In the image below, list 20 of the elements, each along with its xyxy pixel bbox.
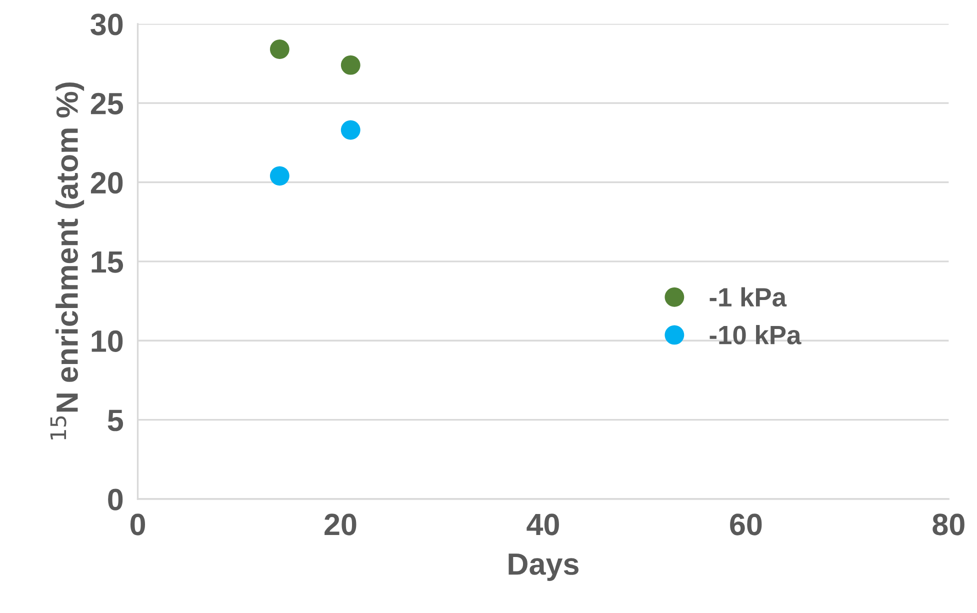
- x-tick-label: 20: [324, 514, 356, 536]
- y-tick-label: 0: [108, 488, 123, 510]
- x-tick-label: 60: [730, 514, 762, 536]
- point: [340, 55, 360, 75]
- y-tick-label: 30: [90, 14, 123, 36]
- legend-label: -10 kPa: [710, 325, 802, 344]
- point: [270, 40, 290, 59]
- y-tick-label: 20: [90, 172, 123, 194]
- x-tick-label: 80: [932, 514, 964, 536]
- y-tick-label: 5: [108, 410, 124, 432]
- point: [340, 120, 360, 140]
- x-tick-label: 40: [526, 514, 559, 536]
- y-tick-label: 10: [92, 330, 123, 352]
- legend-label: -1 kPa: [710, 287, 787, 307]
- y-axis-title: $^{15}$N enrichment (atom %): [50, 82, 84, 440]
- y-tick-label: 15: [92, 251, 124, 273]
- y-tick-label: 25: [90, 92, 124, 114]
- x-tick-label: 0: [130, 514, 145, 536]
- x-axis-title: Days: [508, 554, 578, 581]
- point: [270, 166, 290, 186]
